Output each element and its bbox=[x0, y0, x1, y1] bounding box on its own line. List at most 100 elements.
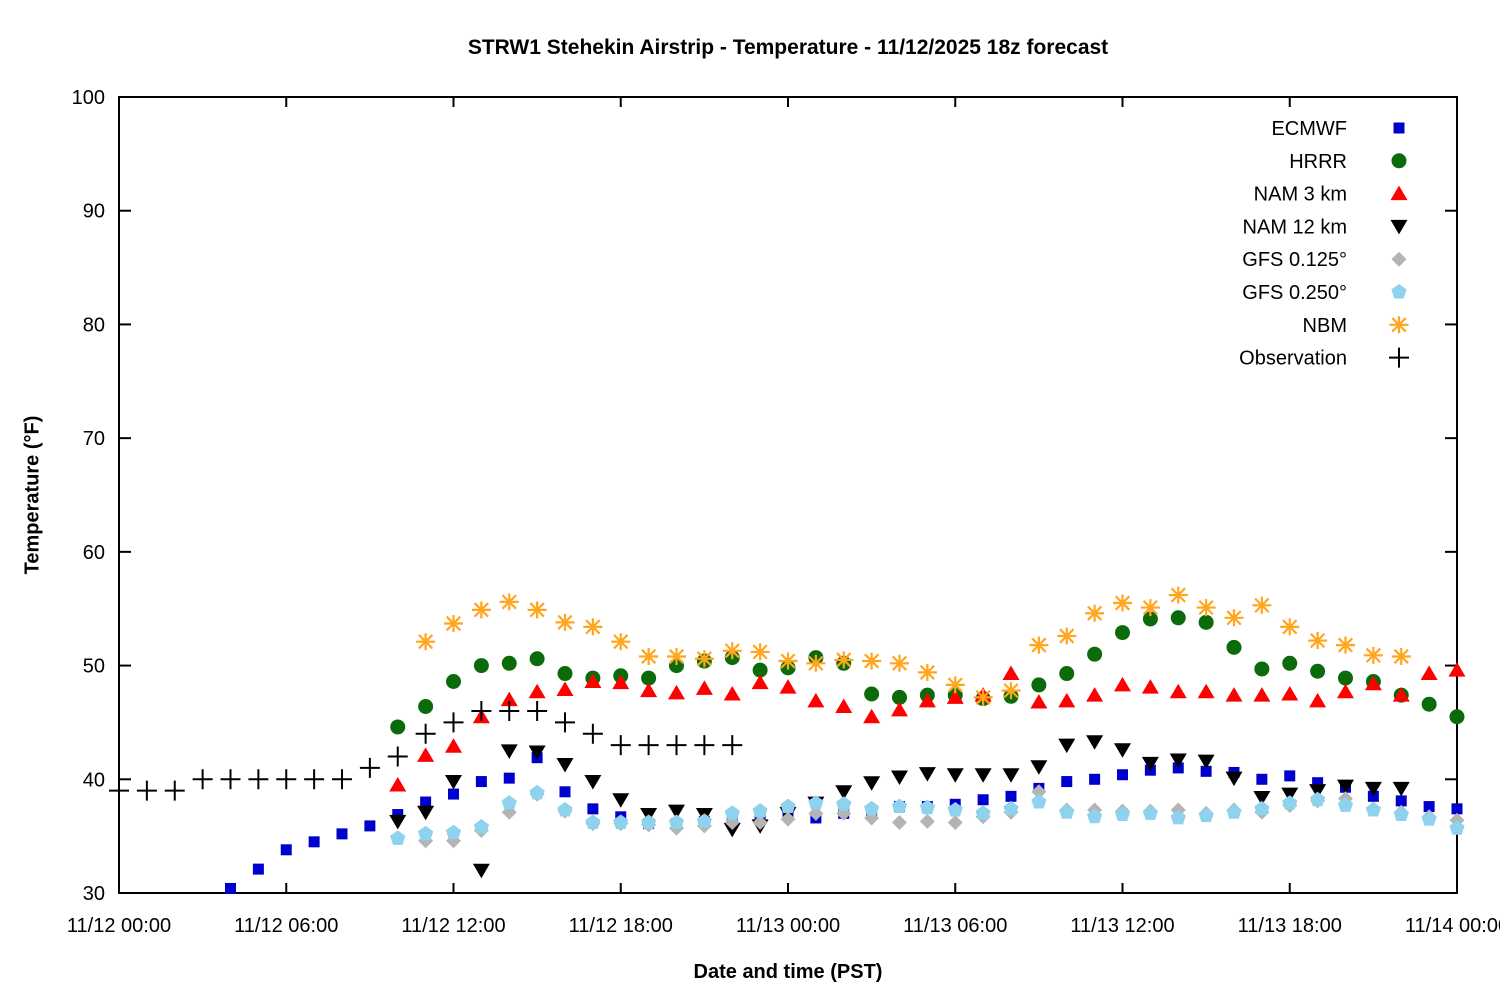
series-gfs-0-125- bbox=[418, 784, 1465, 849]
marker-pentagon bbox=[1337, 797, 1354, 812]
marker-square bbox=[1200, 765, 1212, 777]
marker-square bbox=[448, 788, 459, 800]
marker-asterisk bbox=[945, 676, 965, 694]
marker-asterisk bbox=[1391, 647, 1411, 665]
x-tick-label: 11/13 18:00 bbox=[1238, 915, 1342, 937]
marker-plus bbox=[471, 701, 492, 722]
y-tick-label: 100 bbox=[72, 87, 105, 109]
marker-plus bbox=[694, 735, 715, 756]
legend-entry: NBM bbox=[1303, 315, 1409, 337]
marker-circle bbox=[1031, 677, 1047, 693]
x-tick-label: 11/12 00:00 bbox=[67, 915, 171, 937]
marker-triangle-up bbox=[528, 683, 546, 699]
marker-triangle-up bbox=[556, 681, 574, 696]
marker-pentagon bbox=[891, 798, 908, 813]
marker-pentagon bbox=[557, 802, 573, 817]
legend-entry: GFS 0.250° bbox=[1242, 282, 1407, 304]
marker-plus bbox=[1389, 347, 1409, 368]
marker-triangle-down bbox=[946, 768, 964, 783]
marker-pentagon bbox=[390, 830, 406, 845]
marker-diamond bbox=[919, 813, 935, 829]
marker-pentagon bbox=[1031, 794, 1047, 809]
marker-pentagon bbox=[696, 813, 712, 828]
series-gfs-0-250- bbox=[390, 784, 1465, 845]
marker-circle bbox=[892, 689, 907, 705]
marker-pentagon bbox=[501, 795, 517, 810]
legend-entry: NAM 3 km bbox=[1254, 184, 1408, 206]
marker-diamond bbox=[1031, 784, 1047, 800]
y-tick-label: 50 bbox=[83, 656, 105, 678]
marker-plus bbox=[666, 735, 687, 756]
legend-label: Observation bbox=[1239, 348, 1347, 370]
marker-triangle-up bbox=[640, 682, 658, 698]
marker-asterisk bbox=[694, 650, 714, 668]
marker-asterisk bbox=[1168, 586, 1188, 604]
marker-pentagon bbox=[752, 803, 768, 818]
marker-triangle-up bbox=[918, 692, 936, 708]
marker-pentagon bbox=[1391, 284, 1407, 299]
marker-pentagon bbox=[445, 824, 462, 840]
marker-circle bbox=[473, 658, 489, 674]
marker-pentagon bbox=[1198, 807, 1214, 823]
marker-plus bbox=[192, 769, 213, 790]
marker-triangle-up bbox=[1141, 679, 1159, 694]
marker-pentagon bbox=[1142, 805, 1158, 820]
marker-pentagon bbox=[641, 814, 657, 829]
marker-triangle-up bbox=[1420, 665, 1438, 681]
y-tick-label: 80 bbox=[83, 314, 105, 336]
marker-pentagon bbox=[1226, 804, 1242, 819]
marker-triangle-down bbox=[445, 775, 462, 790]
marker-plus bbox=[722, 735, 743, 756]
marker-square bbox=[1061, 776, 1073, 788]
marker-triangle-up bbox=[1086, 687, 1104, 702]
marker-triangle-up bbox=[445, 738, 462, 753]
marker-asterisk bbox=[973, 688, 993, 706]
marker-triangle-up bbox=[807, 692, 825, 708]
marker-square bbox=[280, 844, 292, 856]
marker-triangle-down bbox=[1364, 781, 1382, 797]
marker-plus bbox=[443, 712, 464, 733]
x-ticks bbox=[118, 97, 1458, 893]
marker-pentagon bbox=[1087, 808, 1103, 824]
legend-entry: HRRR bbox=[1289, 151, 1407, 173]
marker-asterisk bbox=[917, 663, 937, 681]
marker-triangle-up bbox=[612, 674, 630, 690]
marker-triangle-down bbox=[1309, 784, 1327, 799]
marker-asterisk bbox=[1196, 599, 1216, 617]
marker-triangle-down bbox=[389, 814, 407, 830]
y-tick-labels: 30 40 50 60 70 80 90 100 bbox=[72, 87, 105, 905]
marker-pentagon bbox=[418, 825, 434, 841]
marker-plus bbox=[164, 780, 185, 801]
x-tick-label: 11/14 00:00 bbox=[1405, 915, 1500, 937]
marker-triangle-up bbox=[695, 680, 713, 695]
y-tick-label: 90 bbox=[83, 201, 105, 223]
marker-square bbox=[308, 836, 320, 848]
marker-circle bbox=[1059, 666, 1075, 682]
marker-triangle-down bbox=[1058, 738, 1076, 754]
marker-asterisk bbox=[834, 651, 854, 669]
marker-pentagon bbox=[1282, 795, 1298, 810]
marker-triangle-up bbox=[584, 673, 602, 688]
marker-circle bbox=[1198, 614, 1214, 630]
marker-triangle-up bbox=[1281, 686, 1299, 701]
marker-asterisk bbox=[1224, 609, 1244, 627]
marker-triangle-up bbox=[779, 679, 797, 694]
marker-asterisk bbox=[639, 647, 659, 665]
marker-diamond bbox=[892, 814, 907, 830]
x-tick-label: 11/12 18:00 bbox=[569, 915, 673, 937]
series-observation bbox=[109, 701, 743, 801]
y-tick-label: 60 bbox=[83, 542, 105, 564]
marker-asterisk bbox=[471, 601, 491, 619]
marker-triangle-up bbox=[1448, 662, 1466, 677]
marker-triangle-down bbox=[1169, 753, 1187, 768]
marker-triangle-up bbox=[723, 686, 741, 701]
marker-plus bbox=[527, 701, 548, 722]
marker-asterisk bbox=[499, 593, 519, 611]
marker-pentagon bbox=[1059, 804, 1075, 819]
marker-pentagon bbox=[1421, 811, 1437, 826]
marker-square bbox=[420, 796, 432, 808]
legend-label: NAM 3 km bbox=[1254, 184, 1347, 206]
marker-triangle-down bbox=[584, 775, 602, 790]
marker-pentagon bbox=[1310, 791, 1326, 807]
